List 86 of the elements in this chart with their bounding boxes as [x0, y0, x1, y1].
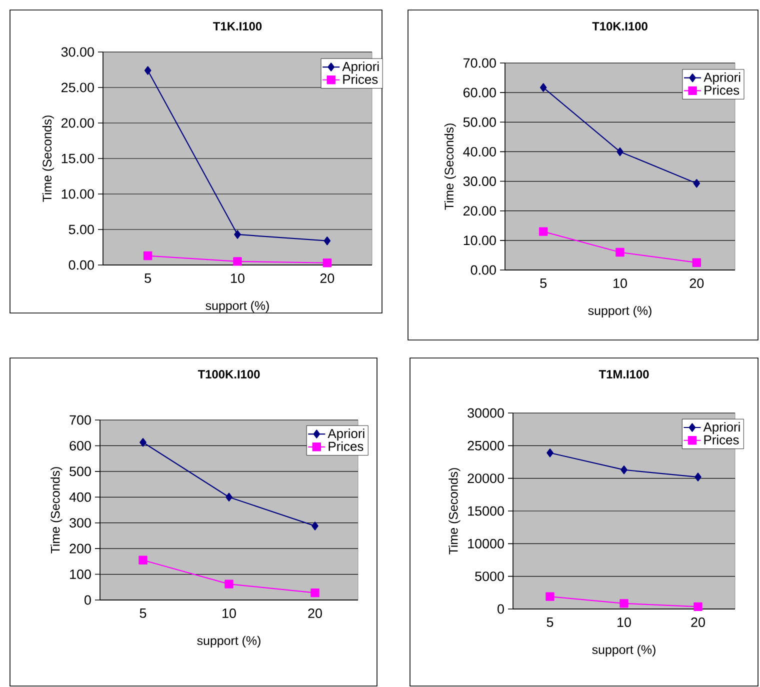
y-tick-label: 50.00 — [463, 117, 496, 127]
point — [546, 592, 554, 601]
point — [310, 588, 320, 598]
point — [322, 258, 332, 268]
point — [694, 472, 702, 482]
point — [140, 438, 146, 447]
x-tick-label: 20 — [320, 274, 334, 284]
y-tick-label: 0.00 — [68, 260, 94, 270]
y-tick-label: 25.00 — [61, 82, 94, 92]
y-tick-label: 200 — [70, 544, 91, 554]
y-tick-label: 100 — [70, 570, 91, 580]
y-tick-label: 70.00 — [464, 58, 496, 68]
point — [546, 448, 554, 458]
y-tick-label: 700 — [70, 415, 91, 425]
x-tick-label: 10 — [614, 278, 627, 288]
point — [224, 580, 234, 588]
x-tick-label: 5 — [546, 618, 554, 627]
x-tick-label: 20 — [690, 278, 704, 288]
point — [143, 251, 152, 260]
y-tick-label: 10.00 — [62, 189, 94, 199]
point — [620, 465, 628, 474]
x-tick-label: 10 — [618, 618, 631, 628]
y-tick-label: 20000 — [468, 474, 504, 484]
x-axis-title: support (%) — [592, 644, 656, 656]
x-tick-label: 5 — [540, 278, 547, 288]
y-tick-label: 15.00 — [62, 154, 94, 164]
y-tick-label: 25000 — [468, 440, 504, 450]
x-axis-title: support (%) — [206, 300, 269, 312]
chart-title: T1K.I100 — [213, 22, 262, 30]
y-tick-label: 10.00 — [464, 236, 496, 246]
y-tick-label: 10000 — [468, 538, 504, 548]
point — [693, 179, 700, 188]
x-tick-label: 10 — [222, 608, 236, 618]
point — [694, 602, 702, 612]
y-tick-label: 0 — [84, 595, 91, 605]
y-axis-title: Time (Seconds) — [50, 467, 62, 554]
chart-title: T1M.I100 — [598, 370, 649, 378]
y-tick-label: 40.00 — [463, 146, 496, 156]
y-tick-label: 15000 — [468, 506, 504, 516]
x-tick-label: 5 — [140, 608, 146, 618]
legend-label: Apriori — [703, 422, 740, 434]
y-axis-title: Time (Seconds) — [448, 468, 460, 554]
y-tick-label: 30000 — [468, 408, 504, 418]
y-tick-label: 300 — [70, 518, 91, 528]
y-tick-label: 400 — [69, 492, 91, 502]
point — [540, 83, 547, 92]
y-tick-label: 5.00 — [68, 224, 94, 234]
x-tick-label: 5 — [144, 274, 152, 283]
y-tick-label: 600 — [70, 440, 91, 450]
y-tick-label: 500 — [70, 466, 91, 476]
y-tick-label: 20.00 — [464, 206, 496, 216]
y-axis-title: Time (Seconds) — [42, 116, 54, 202]
point — [144, 66, 152, 75]
legend-label: Prices — [328, 441, 364, 451]
chart-title: T10K.I100 — [592, 22, 648, 30]
legend-label: Prices — [704, 85, 740, 95]
x-axis-title: support (%) — [197, 636, 260, 648]
y-tick-label: 0.00 — [470, 265, 496, 275]
point — [233, 257, 242, 266]
y-tick-label: 5000 — [475, 572, 504, 582]
point — [226, 492, 232, 502]
x-tick-label: 20 — [308, 608, 322, 618]
y-tick-label: 60.00 — [464, 88, 496, 98]
point — [620, 599, 628, 608]
point — [312, 522, 318, 530]
legend-label: Apriori — [328, 428, 364, 441]
point — [616, 147, 624, 156]
point — [234, 230, 241, 239]
chart-title: T100K.I100 — [198, 370, 260, 378]
x-axis-title: support (%) — [588, 306, 652, 318]
legend-label: Prices — [704, 434, 739, 444]
legend-label: Apriori — [704, 72, 740, 84]
legend-label: Prices — [343, 74, 378, 84]
y-tick-label: 30.00 — [61, 47, 94, 57]
point — [138, 556, 148, 564]
y-tick-label: 0 — [498, 604, 504, 614]
y-axis-title: Time (Seconds) — [444, 124, 456, 210]
point — [324, 236, 331, 246]
point — [692, 258, 702, 267]
legend-label: Apriori — [342, 62, 379, 74]
x-tick-label: 10 — [231, 274, 244, 284]
x-tick-label: 20 — [691, 618, 705, 628]
point — [616, 248, 624, 257]
y-tick-label: 30.00 — [463, 176, 496, 186]
point — [538, 227, 548, 236]
y-tick-label: 20.00 — [61, 118, 94, 128]
